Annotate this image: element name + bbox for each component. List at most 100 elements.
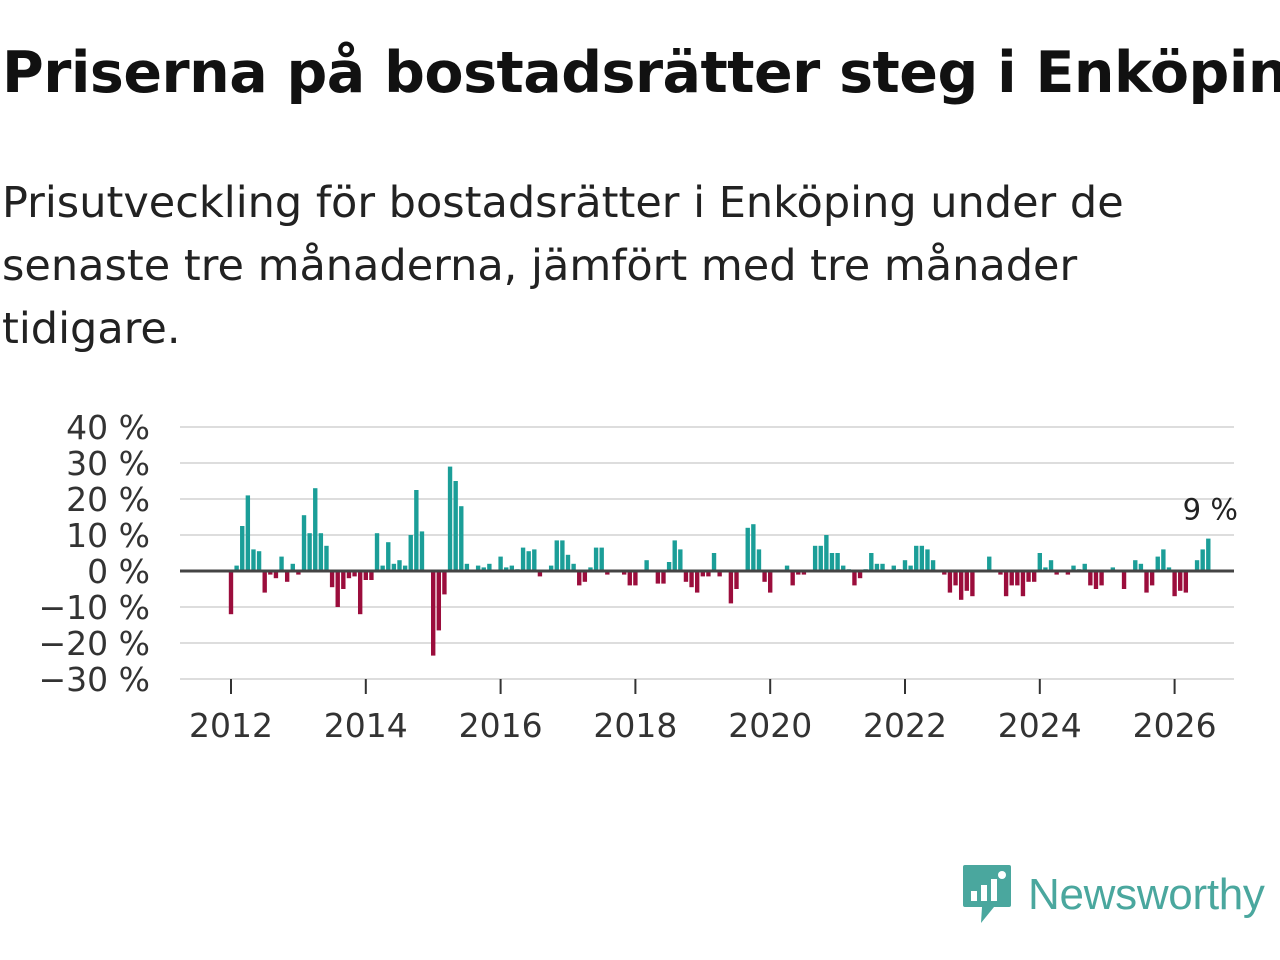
bar [1037,553,1042,571]
bar [284,571,290,582]
bar [386,542,391,571]
bar [268,571,273,575]
bars [228,466,1211,656]
bar [1020,571,1026,597]
bar [1149,571,1155,586]
bar [504,567,509,571]
bar [930,560,936,571]
bar [958,571,964,600]
bar [801,571,807,575]
bar [711,553,717,571]
bar [678,549,683,571]
bar [408,535,413,571]
bar [262,571,267,593]
bar [548,565,554,571]
bar [380,565,385,571]
bar [790,571,795,586]
bar [1003,571,1009,597]
bar [683,571,689,582]
x-tick-label: 2022 [863,706,947,745]
bar [296,571,301,575]
y-tick-label: 20 % [66,480,150,519]
bar [565,554,571,571]
bar [256,551,262,571]
bar [532,549,537,571]
bar [818,545,823,571]
bar [1166,567,1172,571]
bar [346,571,352,579]
last-value-label: 9 % [1183,493,1238,527]
bar [1071,565,1076,571]
bar [942,571,947,575]
bar [1026,571,1031,582]
bar [880,563,885,571]
bar [1172,571,1177,597]
newsworthy-logo-icon [963,865,1011,923]
bar [290,563,295,571]
bar [593,547,599,571]
bar [414,490,419,571]
bar [717,571,722,577]
bar [706,571,711,577]
bar [1054,571,1059,575]
bar [520,547,526,571]
y-tick-label: 0 % [87,552,150,591]
bar [987,556,992,571]
bar [824,535,829,571]
bar [251,549,256,571]
bar [560,540,565,571]
bar [391,563,397,571]
chart-title: Priserna på bostadsrätter steg i Enköpin… [2,40,1280,106]
bar [234,565,239,571]
bar [1088,571,1093,586]
y-tick-label: −30 % [39,660,151,699]
bar [902,560,908,571]
x-tick-label: 2018 [593,706,677,745]
bar [857,571,863,579]
bar [363,571,368,580]
bar [599,547,604,571]
bar [313,488,318,571]
bar [1110,567,1116,571]
bar [964,571,969,591]
bar [402,565,408,571]
bar [369,571,374,580]
chart-subtitle: Prisutveckling för bostadsrätter i Enköp… [2,178,1124,354]
y-tick-label: −10 % [39,588,151,627]
bar [577,571,582,586]
bar [998,571,1003,575]
bar [796,571,801,575]
bar [908,565,913,571]
bar [1133,560,1138,571]
bar [621,571,627,575]
bar [953,571,958,586]
gridlines [180,426,1234,680]
bar [874,563,880,571]
bar [397,560,402,571]
bar [357,571,363,615]
bar [245,495,251,571]
bar [925,549,930,571]
bar [1206,538,1211,571]
bar [240,526,245,571]
bar [374,533,380,571]
bar [812,545,818,571]
bar [728,571,734,604]
bar [1048,560,1054,571]
bar [498,556,503,571]
bar [307,533,312,571]
bar [1093,571,1099,589]
y-tick-label: −20 % [39,624,151,663]
bar [1121,571,1127,589]
x-axis: 2012 2014 2016 2018 2020 2022 2024 2026 [189,679,1217,745]
bar [784,565,790,571]
x-tick-label: 2014 [324,706,408,745]
bar [762,571,767,582]
bar [436,571,442,631]
bar [1043,567,1048,571]
bar [537,571,543,577]
bar [1031,571,1037,582]
bar [852,571,857,586]
bar [689,571,694,588]
bar [1015,571,1020,586]
